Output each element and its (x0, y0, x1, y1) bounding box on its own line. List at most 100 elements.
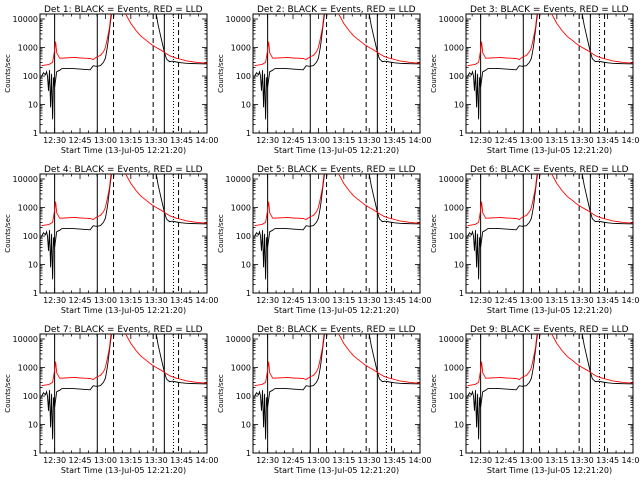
x-tick-label: 13:45 (170, 296, 193, 305)
y-axis-label: Counts/sec (4, 374, 12, 413)
plot-frame (39, 173, 208, 294)
x-tick-label: 13:15 (545, 136, 568, 145)
y-tick-label: 100 (449, 232, 464, 241)
x-tick-label: 13:00 (307, 456, 330, 465)
series-line-lld (467, 174, 538, 227)
x-tick-label: 14:00 (408, 456, 431, 465)
panel-title-legend: BLACK = Events, RED = LLD (285, 165, 416, 175)
detector-panel-7: Det 7: BLACK = Events, RED = LLD 1 10 100 10… (4, 325, 219, 475)
y-axis-label: Counts/sec (217, 374, 225, 413)
y-tick-label: 1 (246, 129, 251, 138)
x-tick-label: 12:30 (469, 136, 492, 145)
plot-frame (39, 13, 208, 134)
series-line-lld (467, 334, 538, 387)
series-line-events (581, 14, 633, 65)
series-line-lld (551, 174, 633, 224)
panel-title: Det 7: BLACK = Events, RED = LLD (44, 325, 203, 335)
series-line-events (467, 174, 538, 280)
x-tick-label: 13:15 (119, 456, 142, 465)
panel-title-legend: BLACK = Events, RED = LLD (285, 5, 416, 15)
detector-panel-1: Det 1: BLACK = Events, RED = LLD 1 10 100 10… (4, 5, 219, 155)
x-tick-label: 13:15 (545, 456, 568, 465)
y-axis-label: Counts/sec (430, 54, 438, 93)
series-line-lld (338, 174, 420, 224)
panel-title-detector: Det 9: (470, 325, 498, 335)
panel-title-legend: BLACK = Events, RED = LLD (72, 165, 203, 175)
series-line-events (254, 14, 325, 120)
x-tick-label: 13:30 (571, 136, 594, 145)
detector-panel-3: Det 3: BLACK = Events, RED = LLD 1 10 100 10… (430, 5, 640, 155)
y-tick-label: 1 (459, 129, 464, 138)
y-tick-label: 1 (33, 449, 38, 458)
x-tick-label: 12:30 (469, 296, 492, 305)
y-tick-label: 10000 (13, 175, 38, 184)
x-tick-label: 13:45 (596, 136, 619, 145)
x-tick-label: 13:00 (307, 296, 330, 305)
panel-title-detector: Det 4: (44, 165, 72, 175)
x-axis-label: Start Time (13-Jul-05 12:21:20) (61, 306, 186, 315)
series-line-events (368, 14, 420, 65)
series-line-lld (254, 334, 325, 387)
y-tick-label: 10 (454, 101, 464, 110)
panel-title: Det 1: BLACK = Events, RED = LLD (44, 5, 203, 15)
y-tick-label: 10 (454, 261, 464, 270)
series-line-lld (41, 14, 112, 67)
x-tick-label: 13:00 (94, 136, 117, 145)
series-line-events (254, 174, 325, 280)
y-tick-label: 1 (246, 289, 251, 298)
series-line-lld (551, 14, 633, 64)
y-tick-label: 1 (33, 289, 38, 298)
x-tick-label: 13:45 (383, 456, 406, 465)
panel-title-detector: Det 3: (470, 5, 498, 15)
x-tick-label: 13:15 (119, 136, 142, 145)
detector-panel-4: Det 4: BLACK = Events, RED = LLD 1 10 100 10… (4, 165, 219, 315)
x-axis-label: Start Time (13-Jul-05 12:21:20) (487, 466, 612, 475)
x-tick-label: 13:15 (545, 296, 568, 305)
series-line-events (155, 174, 207, 225)
x-tick-label: 13:45 (170, 456, 193, 465)
panel-title-legend: BLACK = Events, RED = LLD (72, 325, 203, 335)
x-axis-label: Start Time (13-Jul-05 12:21:20) (487, 306, 612, 315)
x-tick-label: 13:15 (332, 296, 355, 305)
y-tick-label: 100 (449, 72, 464, 81)
series-line-events (581, 334, 633, 385)
series-line-events (368, 174, 420, 225)
x-tick-label: 12:30 (43, 456, 66, 465)
y-tick-label: 100 (236, 232, 251, 241)
y-tick-label: 10 (454, 421, 464, 430)
panel-title-detector: Det 6: (470, 165, 498, 175)
x-tick-label: 13:00 (520, 456, 543, 465)
panel-title-legend: BLACK = Events, RED = LLD (285, 325, 416, 335)
series-line-events (155, 334, 207, 385)
y-tick-label: 10 (241, 101, 251, 110)
x-tick-label: 12:45 (494, 456, 517, 465)
x-tick-label: 14:00 (621, 456, 640, 465)
x-tick-label: 14:00 (408, 136, 431, 145)
x-tick-label: 13:30 (358, 136, 381, 145)
y-tick-label: 100 (23, 232, 38, 241)
plot-frame (252, 173, 421, 294)
plot-frame (465, 333, 634, 454)
series-line-lld (125, 14, 207, 64)
x-tick-label: 12:30 (469, 456, 492, 465)
y-axis-label: Counts/sec (217, 214, 225, 253)
series-line-lld (125, 334, 207, 384)
x-tick-label: 14:00 (408, 296, 431, 305)
x-tick-label: 13:00 (520, 296, 543, 305)
y-axis-label: Counts/sec (430, 214, 438, 253)
x-axis-label: Start Time (13-Jul-05 12:21:20) (61, 466, 186, 475)
y-tick-label: 1 (459, 289, 464, 298)
x-tick-label: 13:45 (596, 456, 619, 465)
x-tick-label: 14:00 (195, 456, 218, 465)
y-tick-label: 10 (28, 101, 38, 110)
panel-title-legend: BLACK = Events, RED = LLD (498, 165, 629, 175)
y-tick-label: 1000 (231, 204, 251, 213)
series-line-events (467, 14, 538, 120)
detector-panel-9: Det 9: BLACK = Events, RED = LLD 1 10 100 10… (430, 325, 640, 475)
y-axis-label: Counts/sec (430, 374, 438, 413)
panel-title: Det 9: BLACK = Events, RED = LLD (470, 325, 629, 335)
y-axis-label: Counts/sec (4, 214, 12, 253)
series-line-events (254, 334, 325, 440)
series-line-lld (41, 334, 112, 387)
